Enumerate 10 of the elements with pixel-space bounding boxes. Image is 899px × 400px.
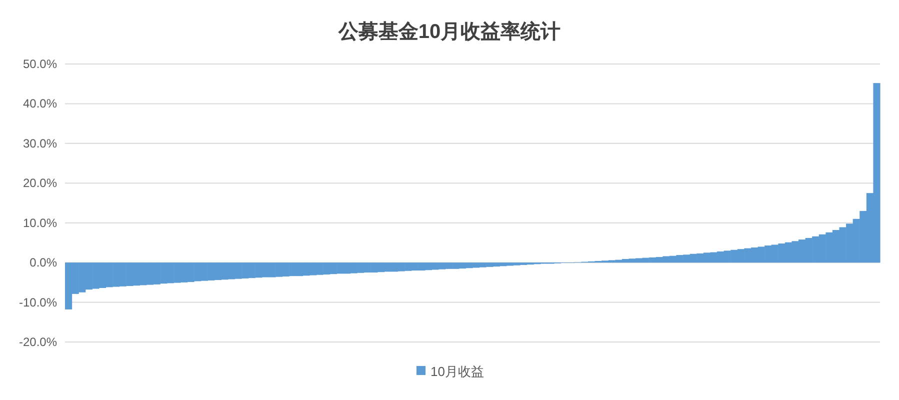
y-tick-label: 10.0% <box>22 216 58 230</box>
y-tick-label: 50.0% <box>22 57 58 71</box>
chart-title: 公募基金10月收益率统计 <box>337 20 561 43</box>
y-tick-label: 20.0% <box>22 176 58 190</box>
y-tick-label: 40.0% <box>22 96 58 111</box>
legend-label: 10月收益 <box>430 364 484 379</box>
y-tick-label: 30.0% <box>22 136 58 150</box>
y-tick-label: -10.0% <box>18 295 58 310</box>
y-tick-label: -20.0% <box>18 335 58 349</box>
y-tick-label: 0.0% <box>30 256 58 270</box>
